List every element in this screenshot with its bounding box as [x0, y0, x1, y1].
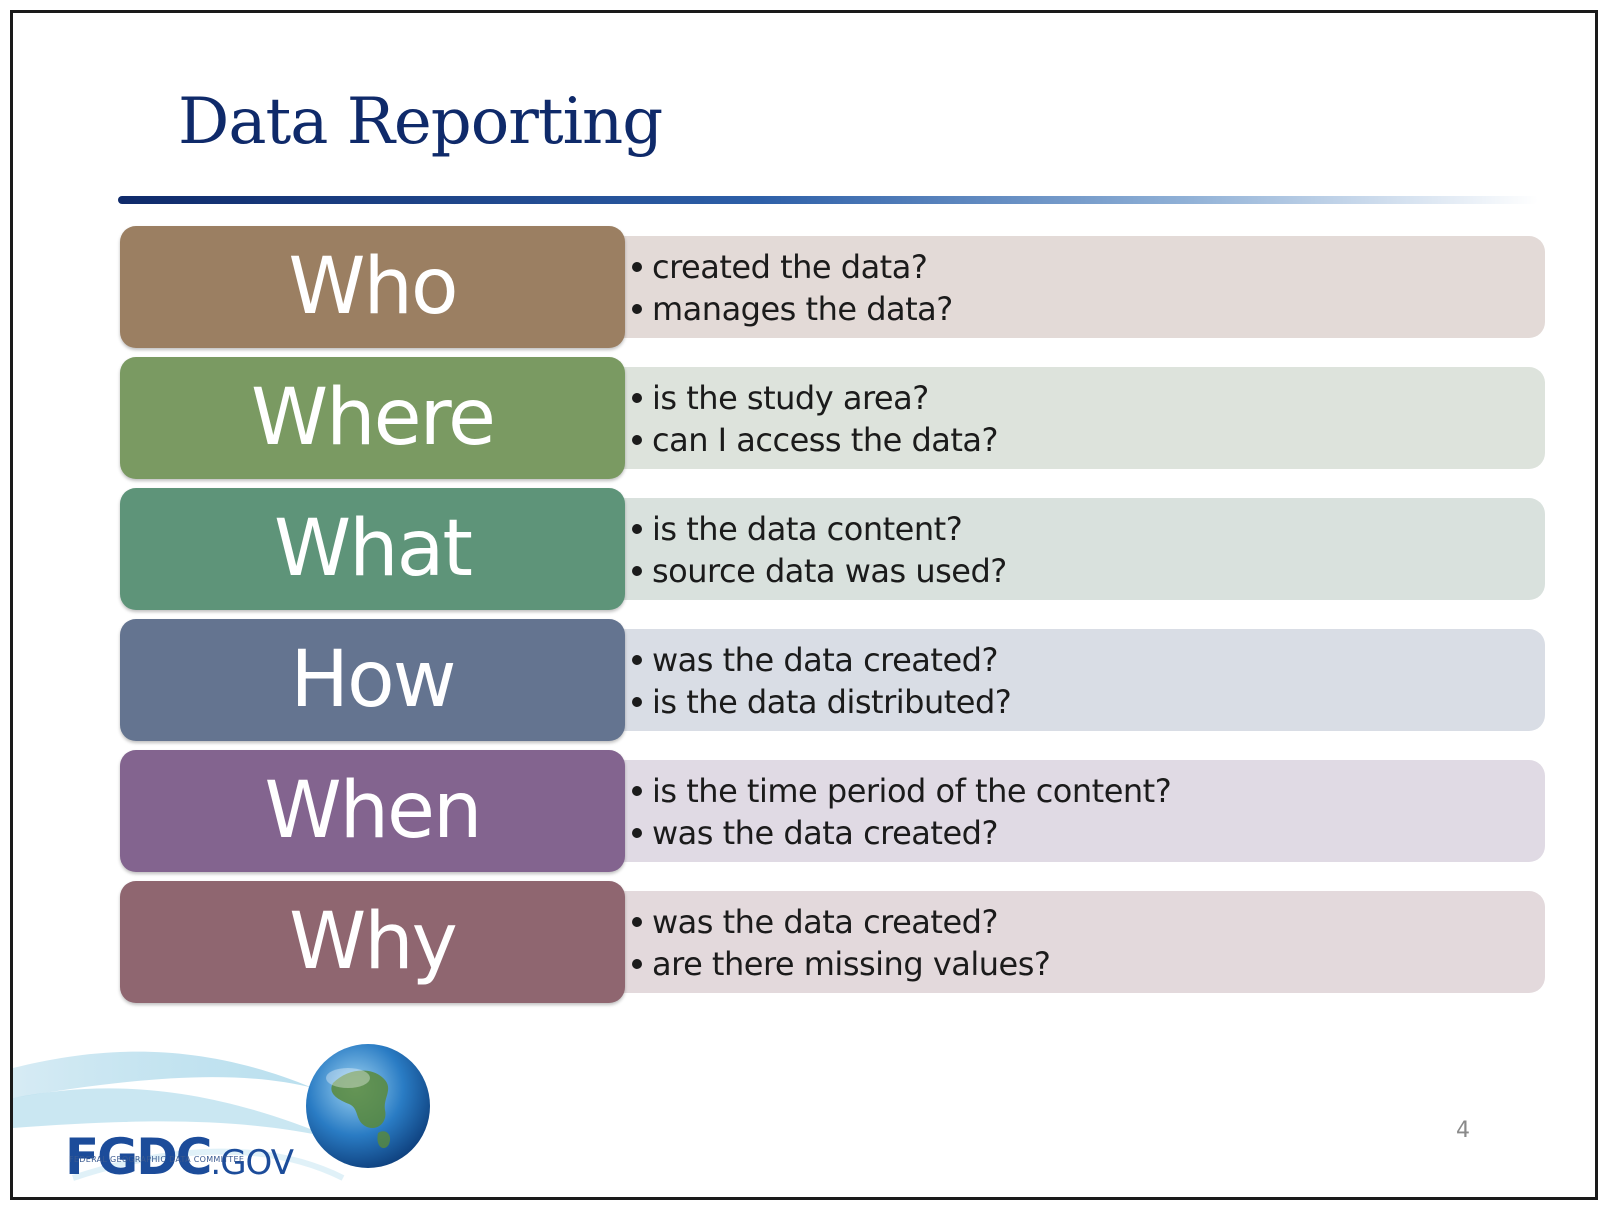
bullet-item: are there missing values? — [632, 943, 1545, 985]
bullet-item: manages the data? — [632, 288, 1545, 330]
bullet-dot-icon — [632, 566, 642, 576]
row-label: How — [120, 619, 625, 741]
row-what: is the data content? source data was use… — [120, 488, 1555, 610]
bullet-item: is the time period of the content? — [632, 770, 1545, 812]
fgdc-logo: FGDC.GOV — [13, 1028, 453, 1197]
row-label: Where — [120, 357, 625, 479]
bullet-dot-icon — [632, 655, 642, 665]
row-label: Why — [120, 881, 625, 1003]
bullet-dot-icon — [632, 828, 642, 838]
bullet-dot-icon — [632, 786, 642, 796]
row-description: is the data content? source data was use… — [600, 498, 1545, 600]
page-number: 4 — [1456, 1118, 1470, 1143]
bullet-dot-icon — [632, 435, 642, 445]
row-label: What — [120, 488, 625, 610]
row-description: is the study area? can I access the data… — [600, 367, 1545, 469]
bullet-dot-icon — [632, 917, 642, 927]
row-label: Who — [120, 226, 625, 348]
bullet-dot-icon — [632, 697, 642, 707]
slide-title: Data Reporting — [178, 85, 663, 159]
bullet-dot-icon — [632, 304, 642, 314]
bullet-item: was the data created? — [632, 812, 1545, 854]
logo-tagline: FEDERAL GEOGRAPHIC DATA COMMITTEE — [69, 1155, 245, 1164]
bullet-dot-icon — [632, 262, 642, 272]
bullet-item: was the data created? — [632, 639, 1545, 681]
bullet-item: is the data distributed? — [632, 681, 1545, 723]
bullet-item: source data was used? — [632, 550, 1545, 592]
bullet-dot-icon — [632, 959, 642, 969]
row-description: was the data created? are there missing … — [600, 891, 1545, 993]
bullet-item: is the data content? — [632, 508, 1545, 550]
bullet-item: was the data created? — [632, 901, 1545, 943]
title-underline — [118, 196, 1538, 204]
bullet-item: created the data? — [632, 246, 1545, 288]
row-when: is the time period of the content? was t… — [120, 750, 1555, 872]
row-how: was the data created? is the data distri… — [120, 619, 1555, 741]
row-description: created the data? manages the data? — [600, 236, 1545, 338]
bullet-item: can I access the data? — [632, 419, 1545, 461]
swoosh-decoration — [13, 1044, 430, 1181]
bullet-dot-icon — [632, 393, 642, 403]
row-why: was the data created? are there missing … — [120, 881, 1555, 1003]
row-label: When — [120, 750, 625, 872]
logo-wordmark: FGDC.GOV — [65, 1128, 294, 1186]
slide: Data Reporting created the data? manages… — [10, 10, 1598, 1200]
row-description: was the data created? is the data distri… — [600, 629, 1545, 731]
row-where: is the study area? can I access the data… — [120, 357, 1555, 479]
bullet-item: is the study area? — [632, 377, 1545, 419]
bullet-dot-icon — [632, 524, 642, 534]
row-description: is the time period of the content? was t… — [600, 760, 1545, 862]
globe-icon — [306, 1044, 430, 1168]
row-who: created the data? manages the data? Who — [120, 226, 1555, 348]
